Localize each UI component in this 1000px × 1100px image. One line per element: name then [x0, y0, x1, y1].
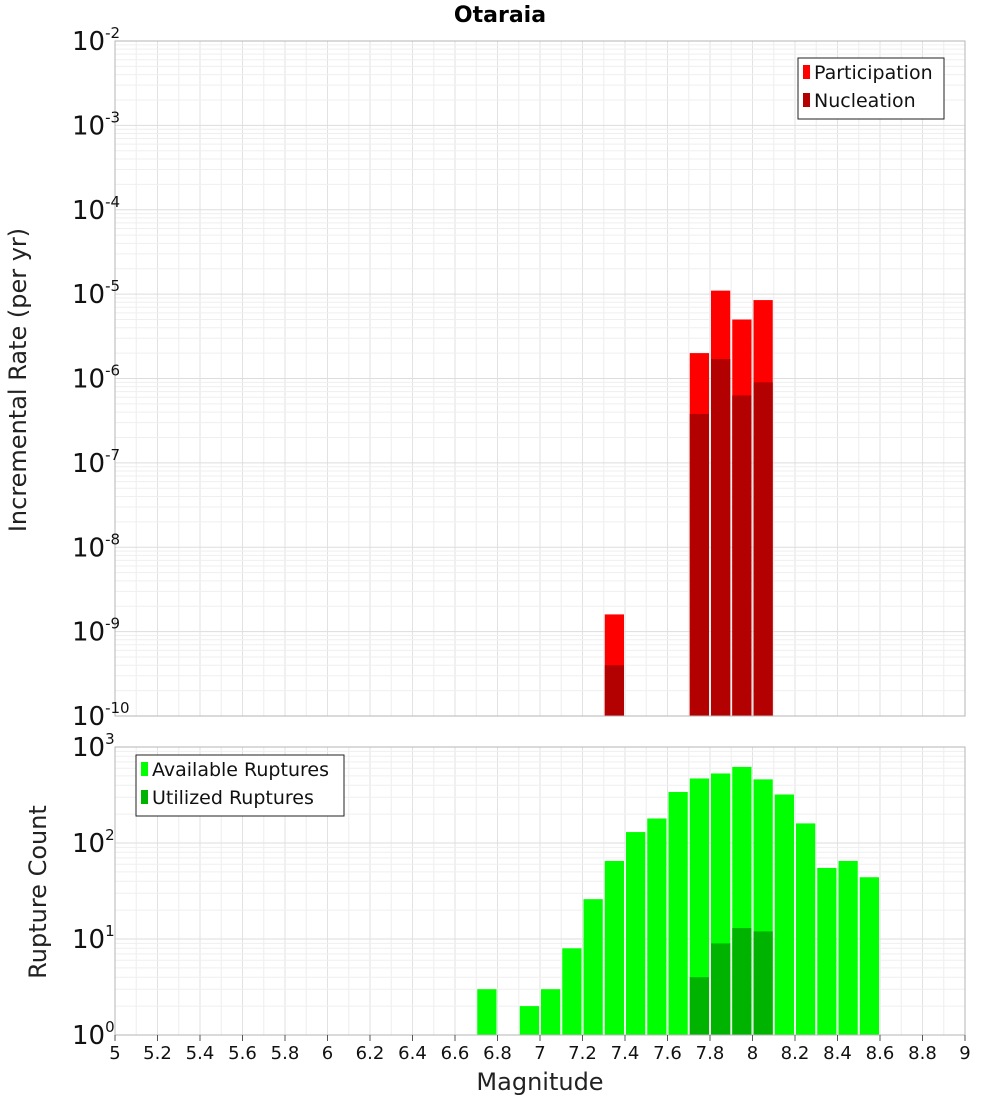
bottom-panel: 100 101 102 103 Available Ruptures Utilized R…: [72, 730, 966, 1051]
bar: [626, 832, 646, 1035]
legend-entry: Utilized Ruptures: [152, 787, 314, 809]
bar: [711, 359, 731, 716]
plot-layer: 10-10 10-9 10-8 10-7 10-6 10-5 10-4 10-3 10-2 Par…: [72, 24, 971, 1064]
x-tick-label: 6.8: [483, 1043, 512, 1064]
bar: [477, 989, 497, 1035]
bottom-legend-box: [135, 754, 345, 817]
y-tick-label: 10-2: [72, 24, 120, 57]
x-tick-label: 8.4: [823, 1043, 852, 1064]
x-tick-label: 7.6: [653, 1043, 682, 1064]
chart-title: Otaraia: [454, 3, 546, 28]
y-tick-label: 100: [72, 1018, 115, 1051]
bar: [796, 823, 816, 1035]
x-tick-label: 5.6: [228, 1043, 257, 1064]
bottom-y-axis-label: Rupture Count: [24, 805, 52, 979]
legend-swatch: [141, 762, 148, 776]
bar: [774, 794, 794, 1035]
x-tick-label: 6.4: [398, 1043, 427, 1064]
y-tick-label: 10-3: [72, 108, 120, 141]
bar: [541, 989, 561, 1035]
y-tick-label: 10-6: [72, 362, 120, 395]
x-tick-label: 6: [322, 1043, 333, 1064]
y-tick-label: 101: [72, 922, 115, 955]
bar: [689, 778, 709, 1035]
bar: [562, 948, 582, 1035]
bar: [689, 977, 709, 1035]
x-tick-label: 5.8: [271, 1043, 300, 1064]
x-tick-label: 5.4: [186, 1043, 215, 1064]
x-tick-label: 9: [959, 1043, 970, 1064]
legend-swatch: [803, 93, 810, 107]
y-tick-label: 10-4: [72, 193, 120, 226]
y-tick-label: 10-10: [72, 699, 130, 732]
bar: [711, 943, 731, 1035]
x-tick-label: 7.4: [611, 1043, 640, 1064]
x-tick-label: 6.6: [441, 1043, 470, 1064]
x-tick-label: 8.8: [908, 1043, 937, 1064]
x-tick-label: 7: [534, 1043, 545, 1064]
bar: [647, 818, 667, 1035]
top-y-axis-label: Incremental Rate (per yr): [4, 228, 32, 532]
top-legend-box: [797, 57, 945, 120]
bar: [817, 867, 837, 1035]
x-axis-label: Magnitude: [476, 1068, 603, 1096]
legend-swatch: [141, 790, 148, 804]
bar: [732, 395, 752, 716]
y-tick-label: 10-8: [72, 530, 120, 563]
x-tick-label: 5: [109, 1043, 120, 1064]
bar: [519, 1006, 539, 1035]
x-tick-label: 7.2: [568, 1043, 597, 1064]
bar: [859, 877, 879, 1035]
y-tick-label: 10-7: [72, 446, 120, 479]
x-tick-label: 8.2: [781, 1043, 810, 1064]
legend-swatch: [803, 65, 810, 79]
bar: [604, 860, 624, 1035]
x-tick-label: 8: [747, 1043, 758, 1064]
bar: [838, 860, 858, 1035]
x-tick-label: 8.6: [866, 1043, 895, 1064]
bar: [753, 931, 773, 1035]
legend-entry: Nucleation: [814, 90, 916, 112]
x-tick-label: 6.2: [356, 1043, 385, 1064]
x-tick-label: 5.2: [143, 1043, 172, 1064]
bar: [753, 382, 773, 716]
bar: [604, 665, 624, 716]
bar: [583, 899, 603, 1035]
top-plot-frame: [114, 40, 966, 717]
y-tick-label: 102: [72, 826, 115, 859]
bar: [732, 928, 752, 1035]
bar: [689, 413, 709, 716]
legend-entry: Available Ruptures: [152, 759, 329, 781]
y-tick-label: 10-9: [72, 615, 120, 648]
y-tick-label: 103: [72, 730, 115, 763]
x-tick-label: 7.8: [696, 1043, 725, 1064]
legend-entry: Participation: [814, 62, 933, 84]
bar: [668, 791, 688, 1035]
y-tick-label: 10-5: [72, 277, 120, 310]
top-panel: 10-10 10-9 10-8 10-7 10-6 10-5 10-4 10-3 10-2 Par…: [72, 24, 966, 732]
